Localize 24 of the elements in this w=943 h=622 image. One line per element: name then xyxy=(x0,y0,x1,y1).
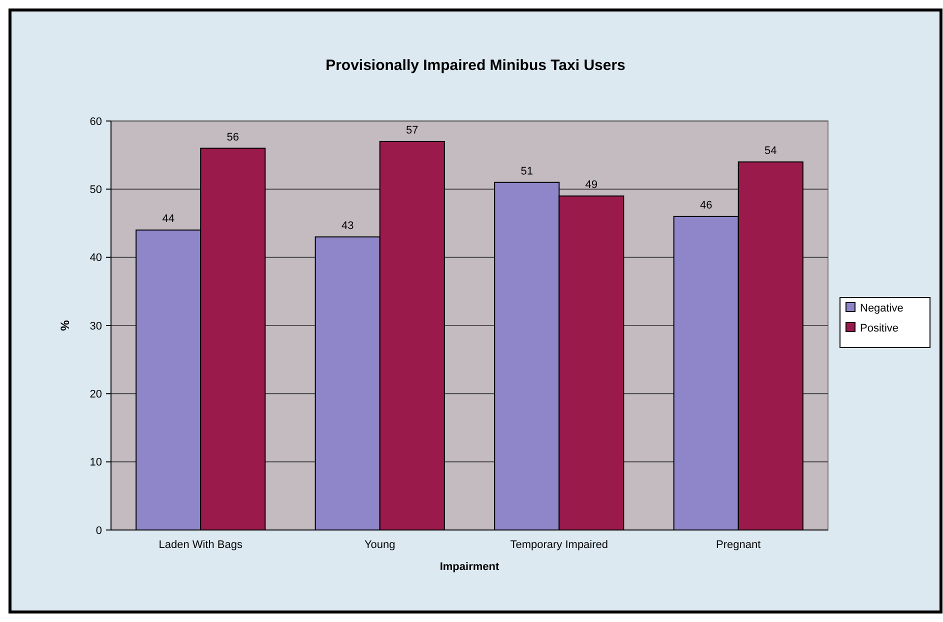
x-tick-label: Pregnant xyxy=(716,539,761,551)
x-axis-title: Impairment xyxy=(440,561,500,573)
data-label: 46 xyxy=(700,199,712,212)
y-tick-label: 60 xyxy=(90,116,102,128)
data-label: 56 xyxy=(226,131,240,144)
x-tick-label: Young xyxy=(364,539,396,551)
y-tick-label: 10 xyxy=(90,456,102,469)
data-label: 44 xyxy=(162,213,174,226)
chart-title: Provisionally Impaired Minibus Taxi Users xyxy=(326,57,626,74)
y-tick-label: 20 xyxy=(90,388,102,401)
legend-label: Positive xyxy=(860,322,899,334)
x-tick-label: Laden With Bags xyxy=(158,539,244,551)
data-label: 57 xyxy=(406,124,418,136)
y-tick-label: 50 xyxy=(90,184,102,196)
y-tick-label: 40 xyxy=(90,252,102,264)
data-label: 51 xyxy=(520,165,533,178)
data-label: 43 xyxy=(341,220,354,232)
y-tick-label: 0 xyxy=(96,524,102,537)
data-label: 49 xyxy=(585,178,598,191)
y-tick-label: 30 xyxy=(90,320,102,332)
x-tick-label: Temporary Impaired xyxy=(510,539,608,551)
data-label: 54 xyxy=(764,144,777,157)
y-axis-title: % xyxy=(58,320,72,331)
legend-label: Negative xyxy=(860,302,904,314)
